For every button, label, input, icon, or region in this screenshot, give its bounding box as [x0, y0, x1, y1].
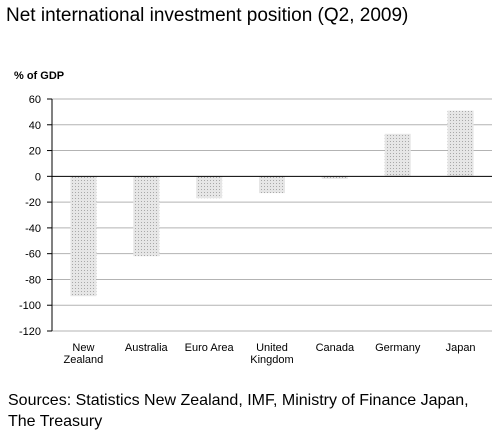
y-tick-label: -80: [25, 274, 41, 286]
bar-japan: [447, 110, 474, 177]
x-tick-label: New: [72, 342, 94, 354]
sources-note: Sources: Statistics New Zealand, IMF, Mi…: [8, 392, 469, 430]
y-tick-label: 40: [29, 120, 41, 132]
y-axis-label: % of GDP: [14, 70, 65, 82]
x-tick-label: Australia: [125, 342, 169, 354]
y-tick-label: -40: [25, 223, 41, 235]
x-tick-label: Zealand: [64, 354, 104, 366]
x-tick-label: Euro Area: [185, 342, 235, 354]
x-tick-label: Kingdom: [250, 354, 293, 366]
bar-united-kingdom: [259, 176, 285, 194]
bar-euro-area: [196, 176, 223, 199]
bar-australia: [133, 176, 160, 257]
y-tick-label: 0: [35, 171, 41, 183]
x-tick-label: Canada: [316, 342, 355, 354]
x-tick-label: United: [256, 342, 288, 354]
bar-canada: [321, 176, 348, 179]
bar-germany: [384, 133, 411, 177]
y-tick-label: -60: [25, 249, 41, 261]
x-tick-label: Germany: [375, 342, 421, 354]
y-tick-label: -20: [25, 197, 41, 209]
y-tick-label: 20: [29, 146, 41, 158]
chart-title: Net international investment position (Q…: [6, 5, 409, 26]
y-tick-label: -120: [19, 326, 41, 338]
bar-new-zealand: [70, 176, 97, 297]
y-tick-label: -100: [19, 300, 41, 312]
x-tick-label: Japan: [446, 342, 476, 354]
y-tick-label: 60: [29, 94, 41, 106]
